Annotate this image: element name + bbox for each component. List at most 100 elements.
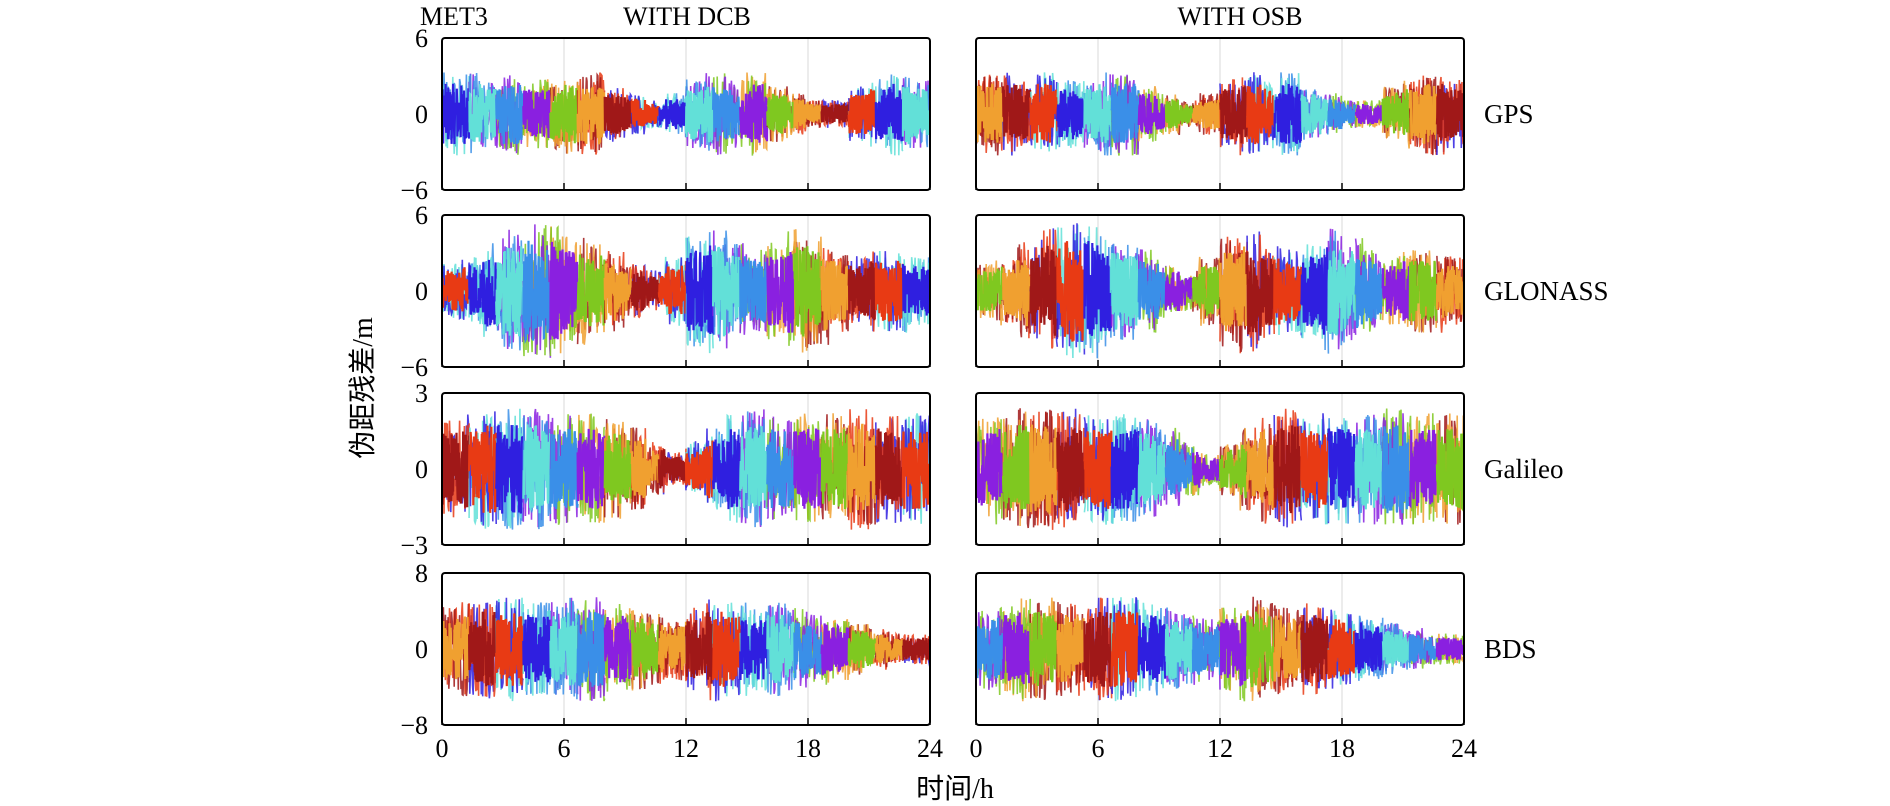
y-tick-label: 6 [415,201,428,230]
residual-trace [1110,429,1140,509]
residual-trace [576,85,606,145]
residual-traces [976,223,1464,359]
residual-traces [976,596,1464,702]
panel-galileo-osb [975,392,1465,546]
residual-trace [793,98,823,129]
residual-trace [1164,620,1194,680]
residual-trace [976,617,1005,680]
residual-trace [793,246,823,337]
residual-trace [1029,424,1059,515]
residual-trace [1273,615,1303,682]
residual-trace [739,256,769,325]
residual-trace [1137,615,1167,682]
residual-trace [576,428,606,510]
x-tick-label: 24 [917,734,943,763]
residual-trace [1300,430,1330,509]
x-tick-label: 24 [1451,734,1477,763]
residual-trace [1002,260,1032,327]
residual-trace [1056,241,1086,342]
panel-gps-dcb: 6 0 −6 [400,24,931,205]
system-label-glonass: GLONASS [1484,276,1609,306]
residual-trace [1435,83,1464,141]
residual-trace [1246,611,1276,688]
residual-trace [1002,612,1032,685]
residual-trace-background [1381,80,1411,149]
residual-trace [1083,240,1113,336]
residual-trace [630,438,660,499]
residual-trace [874,428,904,507]
residual-trace [901,264,930,316]
residual-trace [1327,428,1357,508]
residual-trace [603,615,633,683]
residual-trace [1219,86,1249,144]
residual-trace [495,84,525,145]
residual-trace [495,246,525,337]
x-tick-label: 18 [1329,734,1355,763]
residual-trace [820,101,850,124]
residual-trace [1300,614,1330,683]
residual-trace [657,448,688,489]
residual-trace [739,426,769,509]
residual-trace [1056,428,1086,512]
y-tick-label: 0 [415,635,428,664]
residual-trace [847,423,877,513]
residual-trace [1327,97,1357,130]
x-tick-label: 18 [795,734,821,763]
y-tick-label: 0 [415,277,428,306]
residual-trace [766,429,796,509]
residual-trace [739,620,769,681]
residual-trace [1191,623,1222,675]
residual-trace [1056,613,1086,682]
residual-trace-background [976,76,1004,156]
residual-trace [1327,619,1357,679]
residual-trace [739,84,769,143]
panel-bds-dcb: 8 0 −8 0 6 12 18 24 [400,559,943,763]
residual-trace [684,440,715,499]
residual-trace [1191,451,1222,488]
residual-trace [657,261,688,315]
y-tick-label: 6 [415,24,428,53]
residual-trace [1246,84,1276,145]
residual-trace [468,425,498,513]
residual-trace [793,428,823,509]
residual-trace-background [495,75,525,154]
residual-trace-background [1083,72,1113,156]
residual-trace [522,240,552,344]
panel-gps-osb [975,37,1465,191]
residual-trace [549,612,579,686]
residual-trace [1435,266,1464,318]
residual-trace [522,614,552,683]
residual-trace [766,614,796,684]
residual-trace [976,83,1005,143]
residual-trace [874,83,904,142]
residual-trace [1164,271,1194,312]
system-label-galileo: Galileo [1484,454,1563,484]
residual-trace-background [1354,615,1384,681]
y-tick-label: −6 [400,176,428,205]
residual-trace [495,613,525,687]
residual-traces [442,597,930,702]
residual-trace [847,630,877,668]
residual-trace [1056,89,1086,140]
y-axis-label: 伪距残差/m [347,317,379,459]
residual-trace [1164,99,1194,129]
residual-trace [766,251,796,333]
y-tick-label: 3 [415,379,428,408]
residual-trace [901,636,930,661]
residual-trace [684,612,715,684]
residual-trace-background [685,603,714,701]
residual-trace [468,611,498,687]
residual-traces [442,408,930,530]
y-tick-label: 8 [415,559,428,588]
residual-trace [1273,258,1303,326]
residual-trace [820,429,850,510]
residual-trace [1110,83,1140,143]
y-tick-label: 0 [415,455,428,484]
residual-trace [901,86,930,145]
residual-trace [658,99,688,138]
residual-trace [630,271,660,312]
residual-trace [793,622,823,679]
residual-trace [1381,425,1411,514]
residual-trace [1083,429,1113,509]
residual-trace [901,431,930,509]
